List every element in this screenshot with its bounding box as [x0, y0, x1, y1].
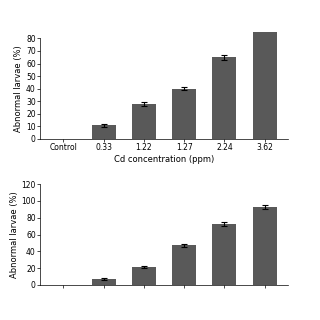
Bar	[172, 245, 196, 285]
Bar	[92, 125, 116, 139]
Bar	[212, 57, 236, 139]
Bar	[172, 89, 196, 139]
Y-axis label: Abnormal larvae (%): Abnormal larvae (%)	[14, 45, 23, 132]
Bar	[132, 104, 156, 139]
X-axis label: Cd concentration (ppm): Cd concentration (ppm)	[114, 155, 214, 164]
Y-axis label: Abnormal larvae (%): Abnormal larvae (%)	[10, 191, 19, 278]
Bar	[132, 267, 156, 285]
Bar	[252, 207, 277, 285]
Bar	[92, 279, 116, 285]
Bar	[212, 224, 236, 285]
Bar	[252, 32, 277, 139]
